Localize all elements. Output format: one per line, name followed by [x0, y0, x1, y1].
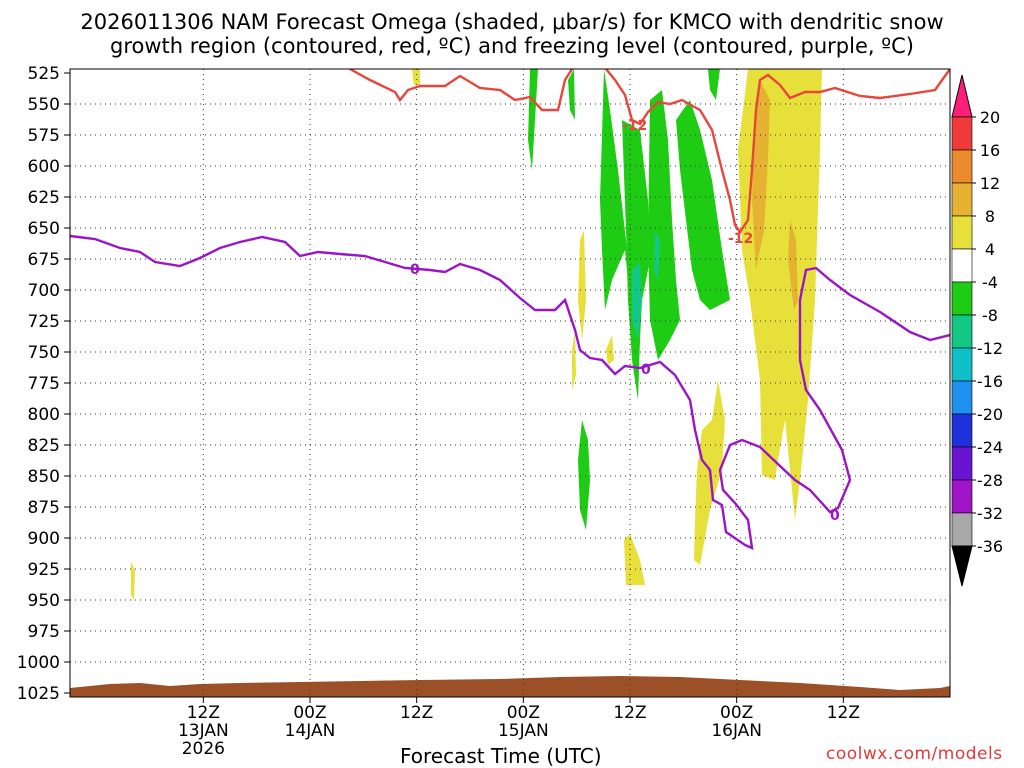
- colorbar-top-arrow: [951, 74, 973, 118]
- chart-title-line1: 2026011306 NAM Forecast Omega (shaded, μ…: [80, 10, 944, 34]
- x-tick-label: 15JAN: [498, 721, 549, 741]
- colorbar-label: -8: [982, 306, 998, 325]
- y-tick-label: 600: [28, 157, 60, 177]
- colorbar-swatch: [951, 479, 973, 514]
- contour-label-zero-b: 0: [641, 362, 651, 378]
- colorbar-swatch: [951, 116, 973, 151]
- omega-shade-green: [528, 69, 730, 530]
- shading-layer: [70, 69, 950, 697]
- x-tick-label: 12Z: [400, 703, 433, 723]
- colorbar-label: -24: [977, 438, 1003, 457]
- colorbar-swatch: [951, 347, 973, 382]
- x-tick-label: 12Z: [827, 703, 860, 723]
- colorbar-bottom-arrow: [951, 545, 973, 587]
- x-tick-label: 14JAN: [285, 721, 336, 741]
- x-tick-label: 00Z: [720, 703, 753, 723]
- colorbar-label: 16: [980, 141, 1000, 160]
- contour-label-zero-a: 0: [410, 262, 420, 278]
- y-tick-label: 525: [28, 64, 60, 84]
- y-tick-label: 575: [28, 126, 60, 146]
- y-tick-label: 700: [28, 281, 60, 301]
- y-tick-label: 925: [28, 560, 60, 580]
- y-tick-label: 775: [28, 374, 60, 394]
- colorbar-label: -20: [977, 405, 1003, 424]
- contour-dendritic-minus12: [349, 69, 950, 235]
- contour-label-minus12-b: -12: [728, 231, 753, 247]
- colorbar-label: -32: [977, 504, 1003, 523]
- y-tick-label: 1000: [17, 653, 60, 673]
- contour-label-zero-c: 0: [830, 508, 840, 524]
- x-tick-label: 2026: [182, 739, 225, 759]
- colorbar-label: -16: [977, 372, 1003, 391]
- colorbar-swatch: [951, 248, 973, 283]
- y-tick-label: 750: [28, 343, 60, 363]
- colorbar-swatch: [951, 215, 973, 250]
- colorbar-swatch: [951, 281, 973, 316]
- chart-title-line2: growth region (contoured, red, ºC) and f…: [110, 34, 914, 58]
- colorbar-swatch: [951, 380, 973, 415]
- colorbar-swatch: [951, 149, 973, 184]
- x-tick-label: 00Z: [293, 703, 326, 723]
- site-credit: coolwx.com/models: [826, 744, 1003, 764]
- x-tick-label: 12Z: [613, 703, 646, 723]
- y-tick-label: 850: [28, 467, 60, 487]
- colorbar-swatch: [951, 446, 973, 481]
- y-tick-label: 825: [28, 436, 60, 456]
- y-tick-label: 650: [28, 219, 60, 239]
- x-tick-label: 00Z: [507, 703, 540, 723]
- colorbar: 20 16 12 8 4 -4 -8 -12 -16 -20 -24 -28 -32 -36: [951, 74, 1003, 587]
- contour-freezing-level-0: [70, 234, 950, 550]
- colorbar-swatch: [951, 512, 973, 547]
- x-tick-label: 12Z: [187, 703, 220, 723]
- omega-shade-orange: [752, 80, 798, 310]
- omega-shade-teal: [632, 230, 660, 340]
- y-tick-label: 725: [28, 312, 60, 332]
- y-tick-label: 900: [28, 529, 60, 549]
- y-axis: 525 550 575 600 625 650 675 700 725 750 775 800 825 8…: [17, 64, 70, 704]
- colorbar-label: -36: [977, 537, 1003, 556]
- x-tick-label: 16JAN: [711, 721, 762, 741]
- y-tick-label: 625: [28, 188, 60, 208]
- colorbar-label: -4: [982, 273, 998, 292]
- x-tick-label: 13JAN: [178, 721, 229, 741]
- colorbar-label: 8: [985, 207, 995, 226]
- y-tick-label: 675: [28, 250, 60, 270]
- contour-label-minus12-a: -12: [622, 118, 647, 134]
- colorbar-label: -28: [977, 471, 1003, 490]
- colorbar-label: -12: [977, 339, 1003, 358]
- x-axis-title: Forecast Time (UTC): [400, 744, 602, 768]
- colorbar-label: 4: [985, 240, 995, 259]
- y-tick-label: 800: [28, 405, 60, 425]
- y-tick-label: 975: [28, 622, 60, 642]
- colorbar-label: 12: [980, 174, 1000, 193]
- y-tick-label: 1025: [17, 684, 60, 704]
- y-tick-label: 550: [28, 95, 60, 115]
- ground-fill: [70, 676, 950, 697]
- y-tick-label: 875: [28, 498, 60, 518]
- colorbar-label: 20: [980, 108, 1000, 127]
- colorbar-swatch: [951, 413, 973, 448]
- y-tick-label: 950: [28, 591, 60, 611]
- colorbar-swatch: [951, 182, 973, 217]
- colorbar-swatch: [951, 314, 973, 349]
